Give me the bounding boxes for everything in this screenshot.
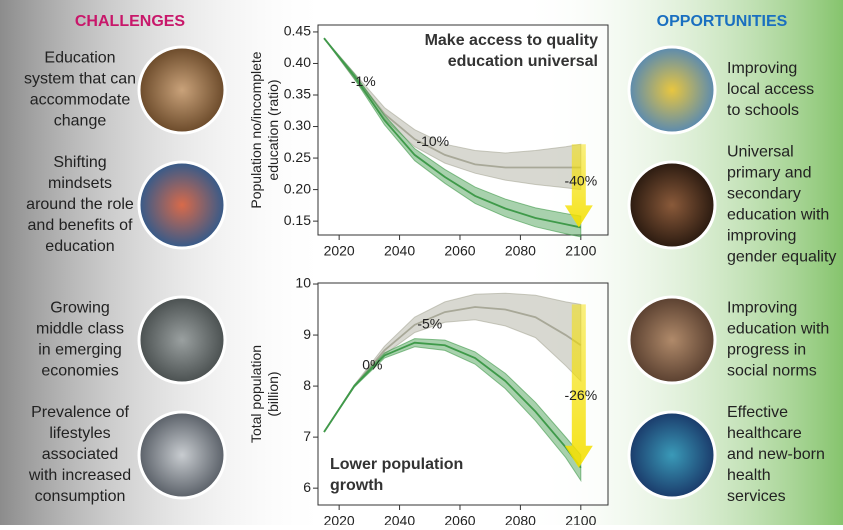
- photo: [627, 410, 717, 500]
- line: [323, 37, 581, 229]
- arrow: [564, 304, 593, 468]
- item-text: gender equality: [727, 249, 836, 266]
- item-text: services: [727, 488, 786, 505]
- y-tick-label: 0.15: [284, 212, 311, 228]
- item-text: improving: [727, 228, 796, 245]
- chart-title: Make access to quality: [425, 32, 599, 49]
- annotation: -10%: [416, 133, 449, 149]
- y-tick-label: 9: [303, 326, 311, 342]
- photo: [627, 160, 717, 250]
- item-text: education with: [727, 321, 829, 338]
- x-tick-label: 2040: [384, 513, 415, 525]
- item-text: education with: [727, 207, 829, 224]
- item-text: economies: [41, 363, 118, 380]
- chart-title: education universal: [448, 53, 598, 70]
- item-text: progress in: [727, 342, 806, 359]
- y-tick-label: 0.30: [284, 117, 311, 133]
- item-text: education: [45, 238, 114, 255]
- photo: [137, 45, 227, 135]
- x-tick-label: 2060: [444, 513, 475, 525]
- item-text: system that can: [24, 71, 136, 88]
- item-text: health: [727, 467, 771, 484]
- chart-title: Lower population: [330, 456, 463, 473]
- x-tick-label: 2040: [384, 243, 415, 259]
- item-text: and new-born: [727, 446, 825, 463]
- item-text: Prevalence of: [31, 404, 129, 421]
- chart-title: growth: [330, 477, 383, 494]
- opportunities-title: OPPORTUNITIES: [657, 13, 788, 30]
- item-text: consumption: [35, 488, 126, 505]
- y-axis-label: education (ratio): [265, 79, 281, 180]
- y-tick-label: 6: [303, 479, 311, 495]
- item-text: Improving: [727, 60, 797, 77]
- plot-area: [317, 24, 609, 236]
- y-axis-label: (billion): [265, 371, 281, 416]
- y-tick-label: 10: [295, 275, 311, 291]
- item-text: accommodate: [30, 92, 131, 109]
- band: [323, 338, 582, 483]
- item-text: local access: [727, 81, 814, 98]
- item-text: Universal: [727, 144, 794, 161]
- y-tick-label: 0.40: [284, 54, 311, 70]
- y-axis-label: Total population: [248, 345, 264, 443]
- x-tick-label: 2080: [505, 243, 536, 259]
- item-text: in emerging: [38, 342, 122, 359]
- annotation: 0%: [362, 356, 382, 372]
- y-tick-label: 7: [303, 428, 311, 444]
- item-text: lifestyles: [49, 425, 110, 442]
- y-tick-label: 8: [303, 377, 311, 393]
- item-text: social norms: [727, 363, 817, 380]
- band: [323, 37, 582, 238]
- x-tick-label: 2020: [324, 243, 355, 259]
- item-text: Improving: [727, 300, 797, 317]
- item-text: with increased: [28, 467, 131, 484]
- x-tick-label: 2060: [444, 243, 475, 259]
- item-text: Shifting: [53, 154, 106, 171]
- x-tick-label: 2080: [505, 513, 536, 525]
- line: [323, 341, 582, 469]
- item-text: around the role: [26, 196, 134, 213]
- photo: [137, 295, 227, 385]
- annotation: -26%: [564, 387, 597, 403]
- y-tick-label: 0.35: [284, 86, 311, 102]
- photo: [627, 45, 717, 135]
- photo: [627, 295, 717, 385]
- x-tick-label: 2100: [565, 513, 596, 525]
- item-text: and benefits of: [28, 217, 134, 234]
- item-text: to schools: [727, 102, 799, 119]
- item-text: Growing: [50, 300, 110, 317]
- annotation: -1%: [351, 73, 376, 89]
- y-axis-label: Population no/incomplete: [248, 51, 264, 208]
- annotation: -40%: [564, 173, 597, 189]
- item-text: change: [54, 113, 107, 130]
- item-text: Education: [44, 50, 115, 67]
- photo: [137, 410, 227, 500]
- item-text: primary and: [727, 165, 811, 182]
- photo: [137, 160, 227, 250]
- annotation: -5%: [417, 316, 442, 332]
- y-tick-label: 0.20: [284, 180, 311, 196]
- y-tick-label: 0.25: [284, 149, 311, 165]
- item-text: mindsets: [48, 175, 112, 192]
- item-text: healthcare: [727, 425, 802, 442]
- item-text: secondary: [727, 186, 801, 203]
- line: [323, 306, 582, 433]
- challenges-title: CHALLENGES: [75, 13, 186, 30]
- arrow: [564, 144, 593, 228]
- x-tick-label: 2100: [565, 243, 596, 259]
- item-text: Effective: [727, 404, 788, 421]
- y-tick-label: 0.45: [284, 23, 311, 39]
- item-text: middle class: [36, 321, 124, 338]
- x-tick-label: 2020: [324, 513, 355, 525]
- item-text: associated: [42, 446, 119, 463]
- plot-area: [317, 282, 609, 506]
